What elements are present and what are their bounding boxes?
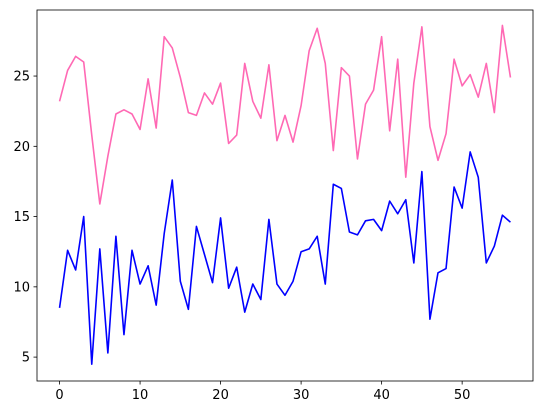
- y-tick-label-5: 5: [22, 351, 30, 366]
- series-line-1: [58, 151, 511, 365]
- x-tick-label-20: 20: [212, 388, 229, 403]
- series-layer: [58, 24, 512, 365]
- series-line-0: [58, 24, 512, 205]
- y-tick-label-25: 25: [13, 70, 30, 85]
- y-tick-label-10: 10: [13, 280, 30, 295]
- plot-frame: [36, 9, 534, 382]
- plot-background: [37, 10, 533, 381]
- x-tick-label-0: 0: [55, 388, 63, 403]
- x-tick-label-10: 10: [132, 388, 149, 403]
- y-tick-label-20: 20: [13, 140, 30, 155]
- x-tick-label-50: 50: [454, 388, 471, 403]
- axes-layer: 0 10 20 30 40 50 5 10 15 20 25: [13, 9, 534, 403]
- x-tick-label-30: 30: [293, 388, 310, 403]
- x-tick-label-40: 40: [373, 388, 390, 403]
- y-tick-label-15: 15: [13, 210, 30, 225]
